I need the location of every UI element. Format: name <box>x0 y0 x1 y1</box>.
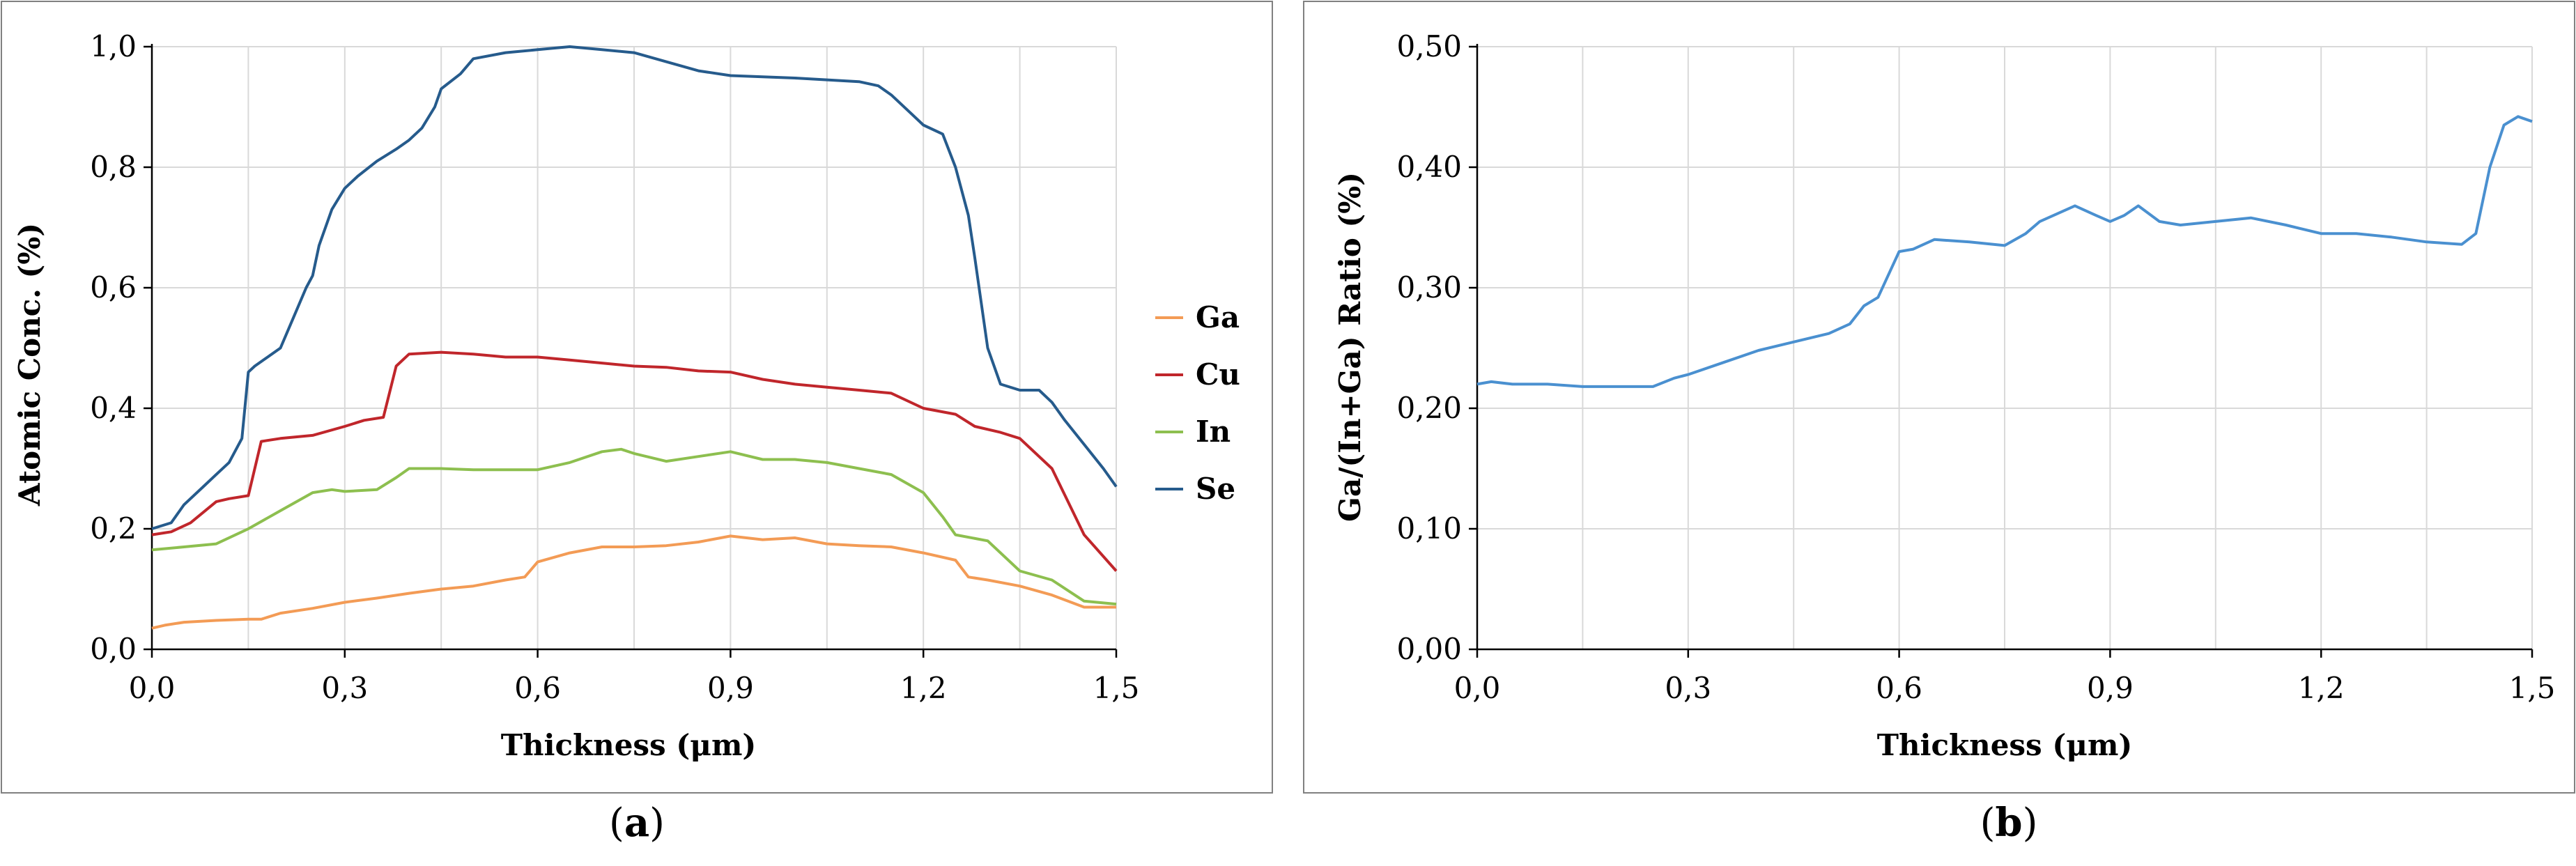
caption-a: (a) <box>608 800 665 846</box>
chart-b-x-axis-title: Thickness (μm) <box>1877 728 2133 762</box>
chart-b-y-axis-title: Ga/(In+Ga) Ratio (%) <box>1333 172 1367 522</box>
y-tick-label: 0,20 <box>1396 391 1462 425</box>
chart-b-frame <box>1303 1 2575 794</box>
caption-b: (b) <box>1980 800 2038 846</box>
x-tick-label: 0,0 <box>1454 671 1501 705</box>
chart-b-series <box>1476 115 2533 388</box>
legend-label-ga: Ga <box>1196 300 1240 334</box>
x-tick-label: 1,5 <box>1093 671 1140 705</box>
x-tick-label: 1,2 <box>2298 671 2345 705</box>
legend-label-in: In <box>1196 415 1231 449</box>
chart-a-tick-labels: 0,0 0,3 0,6 0,9 1,2 1,5 0,0 0,2 0,4 0,6 0,8 1,0 <box>90 29 1139 705</box>
y-tick-label: 0,4 <box>90 391 137 425</box>
legend-label-se: Se <box>1196 472 1235 506</box>
chart-panel-b: 0,0 0,3 0,6 0,9 1,2 1,5 0,00 0,10 0,20 0,30 0,40 0,… <box>1302 0 2576 866</box>
x-tick-label: 0,3 <box>321 671 368 705</box>
chart-a-axes <box>144 44 1118 658</box>
chart-b-svg: 0,0 0,3 0,6 0,9 1,2 1,5 0,00 0,10 0,20 0,30 0,40 0,… <box>1303 1 2575 794</box>
chart-a-x-axis-title: Thickness (μm) <box>501 728 757 762</box>
y-tick-label: 0,0 <box>90 632 137 666</box>
x-tick-label: 1,2 <box>900 671 947 705</box>
y-tick-label: 1,0 <box>90 29 137 63</box>
y-tick-label: 0,30 <box>1396 270 1462 304</box>
series-line-cu <box>151 350 1118 572</box>
chart-b-axes <box>1469 44 2533 658</box>
chart-b-gridlines <box>1477 46 2533 649</box>
chart-a-legend: Ga Cu In Se <box>1155 300 1240 506</box>
x-tick-label: 0,3 <box>1665 671 1711 705</box>
x-tick-label: 1,5 <box>2509 671 2556 705</box>
chart-a-svg: 0,0 0,3 0,6 0,9 1,2 1,5 0,0 0,2 0,4 0,6 0,8 1,0 Thi… <box>1 1 1273 794</box>
x-tick-label: 0,0 <box>129 671 176 705</box>
x-tick-label: 0,6 <box>1876 671 1922 705</box>
y-tick-label: 0,40 <box>1396 150 1462 184</box>
series-line-in <box>151 447 1117 606</box>
series-line-ga <box>151 534 1116 630</box>
series-line-ga-in-ga- <box>1476 115 2533 388</box>
y-tick-label: 0,10 <box>1396 511 1462 546</box>
y-tick-label: 0,50 <box>1396 29 1462 63</box>
chart-a-frame <box>1 1 1273 794</box>
chart-a-y-axis-title: Atomic Conc. (%) <box>13 223 47 507</box>
y-tick-label: 0,6 <box>90 270 137 304</box>
series-line-se <box>151 45 1118 530</box>
legend-label-cu: Cu <box>1196 357 1240 392</box>
y-tick-label: 0,2 <box>90 511 137 546</box>
x-tick-label: 0,6 <box>514 671 561 705</box>
chart-a-series <box>151 45 1118 630</box>
chart-panel-a: 0,0 0,3 0,6 0,9 1,2 1,5 0,0 0,2 0,4 0,6 0,8 1,0 Thi… <box>0 0 1274 866</box>
x-tick-label: 0,9 <box>2087 671 2134 705</box>
chart-a-gridlines <box>152 46 1117 649</box>
x-tick-label: 0,9 <box>707 671 754 705</box>
chart-b-tick-labels: 0,0 0,3 0,6 0,9 1,2 1,5 0,00 0,10 0,20 0,30 0,40 0,… <box>1396 29 2555 705</box>
y-tick-label: 0,8 <box>90 150 137 184</box>
y-tick-label: 0,00 <box>1396 632 1462 666</box>
